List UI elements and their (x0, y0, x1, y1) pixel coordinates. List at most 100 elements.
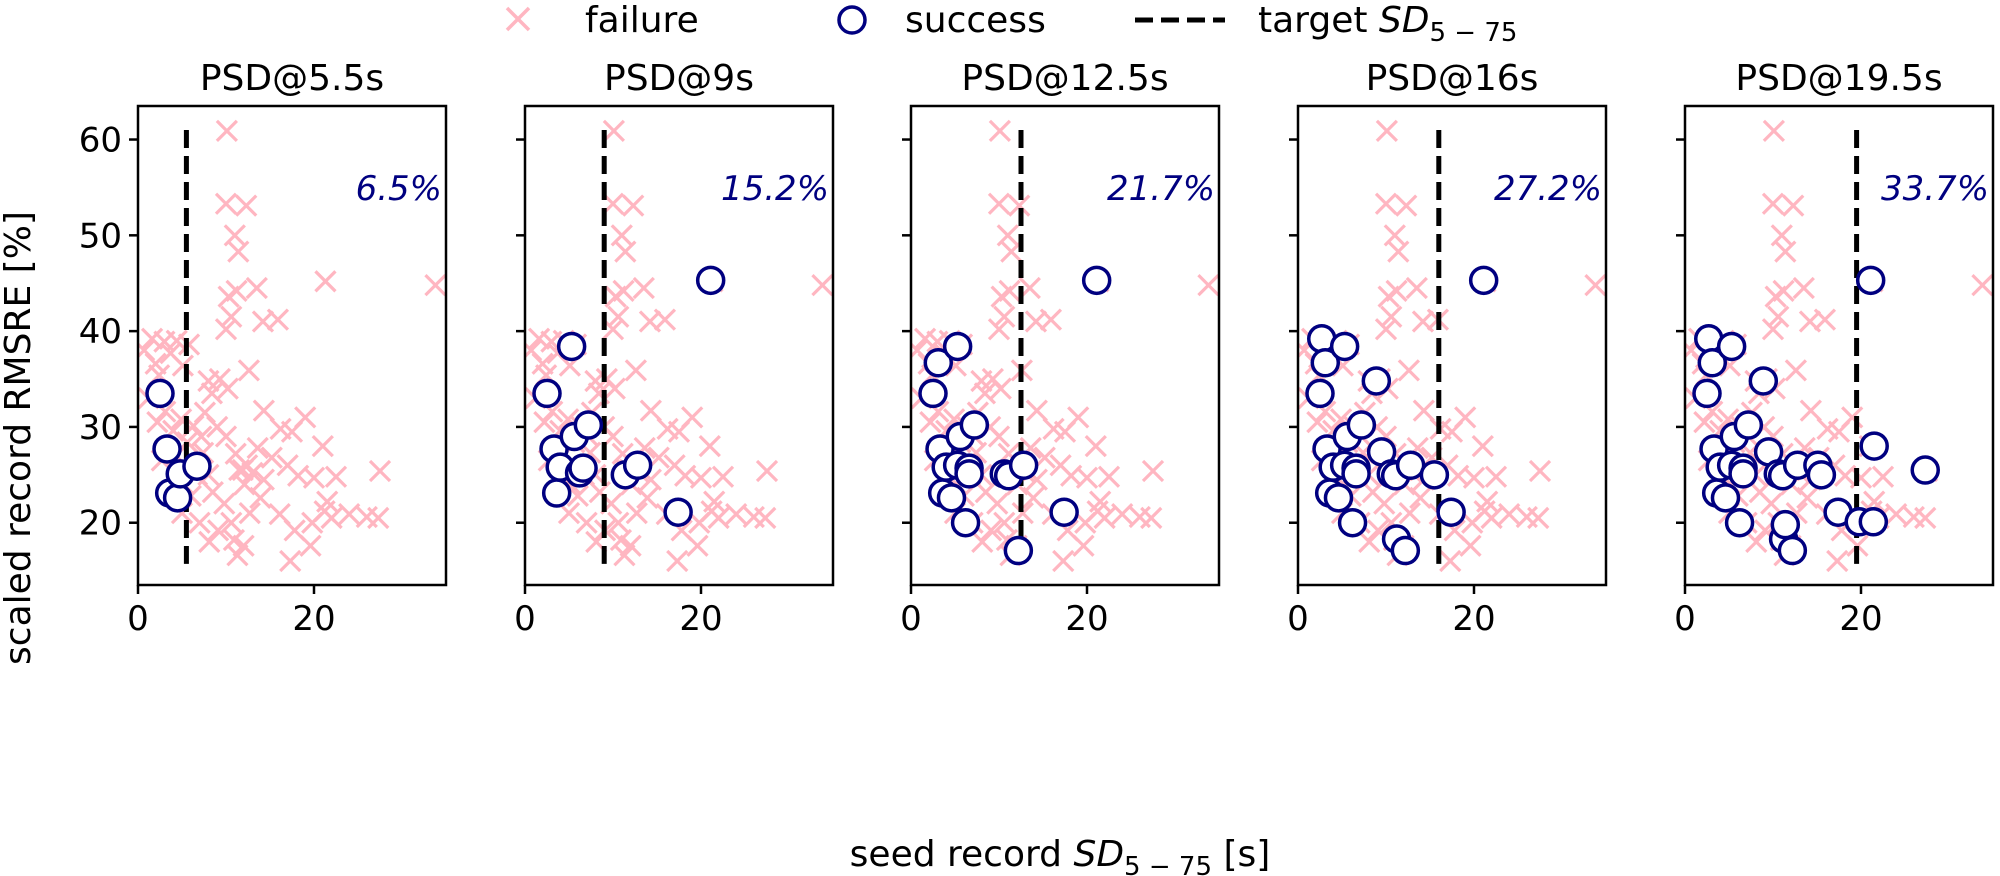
failure-point (1000, 240, 1023, 263)
failure-point (703, 490, 726, 513)
failure-point-stroke (1366, 519, 1390, 542)
failure-point (1846, 534, 1869, 557)
failure-point-stroke (159, 342, 182, 365)
failure-point-stroke (238, 502, 261, 525)
failure-point-stroke (269, 417, 292, 440)
failure-point (220, 305, 243, 328)
failure-point-stroke (987, 318, 1011, 341)
failure-point (228, 458, 251, 482)
success-point (1419, 460, 1450, 490)
success-point (1008, 450, 1039, 480)
success-point (1733, 410, 1764, 440)
y-tick-label: 40 (79, 312, 122, 352)
failure-point-stroke (231, 458, 254, 482)
success-point (959, 410, 990, 440)
failure-point-stroke (1385, 279, 1408, 303)
x-axis-label-suffix: [s] (1223, 834, 1270, 875)
failure-point-stroke (686, 534, 709, 557)
failure-point (603, 377, 626, 400)
failure-point-stroke (681, 406, 704, 429)
failure-point-stroke (913, 327, 937, 350)
failure-point-stroke (973, 382, 997, 405)
failure-point-stroke (613, 544, 636, 567)
failure-point (612, 279, 635, 303)
failure-point (1008, 194, 1031, 217)
success-point (1728, 459, 1758, 489)
failure-point-stroke (252, 468, 275, 491)
failure-point (1471, 434, 1494, 458)
failure-point-stroke (268, 502, 291, 526)
x-tick-label: 0 (1674, 599, 1696, 639)
failure-point-stroke (226, 544, 249, 567)
x-tick-label: 0 (127, 599, 149, 639)
failure-point-stroke (1412, 399, 1435, 422)
failure-point (1111, 502, 1134, 526)
x-axis-label-sub: 5 − 75 (1124, 852, 1212, 876)
failure-point (1398, 502, 1421, 525)
legend-target-math: SD (1379, 0, 1430, 41)
failure-point (214, 425, 238, 448)
success-point (663, 497, 693, 527)
success-point (532, 378, 562, 409)
failure-point (1760, 492, 1783, 515)
failure-point-stroke (140, 327, 164, 350)
failure-point (919, 411, 942, 434)
failure-point-stroke (612, 279, 635, 303)
success-point (1323, 483, 1354, 513)
failure-point-stroke (1471, 434, 1494, 458)
failure-point (279, 549, 302, 573)
failure-point-stroke (689, 466, 713, 489)
plot-area (1685, 119, 1993, 573)
failure-point (1374, 318, 1398, 341)
failure-point-stroke (556, 408, 580, 431)
success-point (1716, 331, 1747, 362)
failure-point-stroke (703, 490, 726, 513)
failure-point (1373, 492, 1396, 515)
failure-point-stroke (1798, 310, 1822, 333)
failure-point (971, 530, 994, 554)
failure-point (1841, 406, 1864, 429)
failure-point-stroke (201, 480, 224, 504)
failure-point (1025, 399, 1048, 422)
failure-point (973, 382, 997, 405)
success-point (1305, 378, 1335, 409)
legend-target-label: target SD5 − 75 (1258, 0, 1517, 48)
legend-failure-label: failure (585, 0, 699, 41)
failure-point-stroke (1841, 406, 1864, 429)
failure-point-stroke (607, 305, 630, 328)
failure-point (989, 377, 1012, 400)
failure-point-stroke (653, 308, 677, 331)
failure-point-stroke (1093, 506, 1116, 530)
failure-point-stroke (249, 486, 272, 509)
failure-point (1089, 490, 1112, 513)
failure-point-stroke (1380, 305, 1403, 328)
failure-point-stroke (624, 359, 648, 382)
failure-point-stroke (639, 468, 662, 491)
failure-point-stroke (169, 408, 193, 431)
failure-point-stroke (754, 506, 777, 530)
failure-point (225, 279, 248, 303)
failure-point-stroke (1025, 399, 1048, 422)
failure-point (666, 549, 689, 573)
failure-point-stroke (531, 352, 554, 375)
x-tick-label: 0 (900, 599, 922, 639)
failure-point-stroke (215, 119, 239, 143)
panel-2: PSD@9s 15.2% 0 20 (514, 58, 835, 639)
failure-point (1774, 240, 1797, 263)
failure-point-stroke (338, 502, 361, 526)
failure-point-stroke (311, 434, 334, 458)
failure-point-stroke (1011, 502, 1034, 525)
failure-point-stroke (998, 279, 1021, 303)
failure-point (1782, 194, 1805, 217)
y-tick-label: 30 (79, 408, 122, 448)
success-rate-annotation: 6.5% (356, 169, 442, 209)
failure-point-stroke (632, 276, 655, 300)
failure-point-stroke (742, 505, 765, 529)
failure-point (689, 466, 713, 489)
success-point (1049, 497, 1079, 527)
failure-point (338, 502, 361, 526)
panel-1: PSD@5.5s 6.5% 0 20 20 30 40 50 60 (79, 58, 448, 639)
failure-point-stroke (970, 369, 993, 393)
failure-point-stroke (294, 406, 317, 429)
failure-point-stroke (1871, 465, 1895, 488)
